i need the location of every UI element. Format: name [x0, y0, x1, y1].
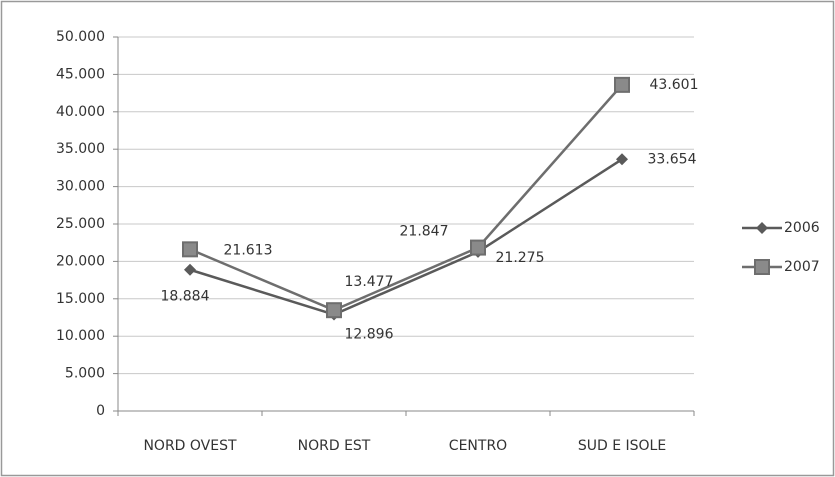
y-tick-label: 20.000	[56, 253, 105, 269]
y-tick-label: 50.000	[56, 29, 105, 45]
data-point	[470, 239, 486, 256]
legend-marker	[756, 222, 768, 234]
data-label: 21.613	[224, 242, 273, 258]
y-tick-label: 45.000	[56, 66, 105, 82]
data-point	[326, 302, 342, 319]
data-point	[184, 263, 196, 276]
data-label: 21.847	[400, 224, 449, 240]
y-tick-label: 25.000	[56, 216, 105, 232]
y-tick-label: 30.000	[56, 179, 105, 195]
series-line	[189, 158, 623, 316]
data-point	[614, 76, 630, 93]
data-label: 21.275	[496, 250, 545, 266]
data-label: 12.896	[345, 327, 394, 343]
data-label: 13.477	[345, 274, 394, 290]
y-tick-label: 40.000	[56, 104, 105, 120]
legend-label: 2007	[784, 259, 820, 275]
x-tick-label: CENTRO	[449, 438, 507, 454]
x-tick-label: SUD E ISOLE	[578, 438, 666, 454]
data-label: 33.654	[648, 151, 697, 167]
legend-label: 2006	[784, 220, 820, 236]
y-tick-label: 35.000	[56, 141, 105, 157]
legend-marker	[754, 259, 770, 275]
y-tick-label: 10.000	[56, 328, 105, 344]
y-tick-label: 5.000	[65, 366, 105, 382]
data-label: 18.884	[161, 289, 210, 305]
y-tick-label: 0	[96, 403, 105, 419]
data-point	[616, 153, 628, 166]
x-tick-label: NORD EST	[298, 438, 371, 454]
y-tick-label: 15.000	[56, 291, 105, 307]
series-line	[189, 84, 623, 312]
x-tick-label: NORD OVEST	[143, 438, 237, 454]
data-label: 43.601	[650, 77, 699, 93]
data-point	[182, 241, 198, 258]
